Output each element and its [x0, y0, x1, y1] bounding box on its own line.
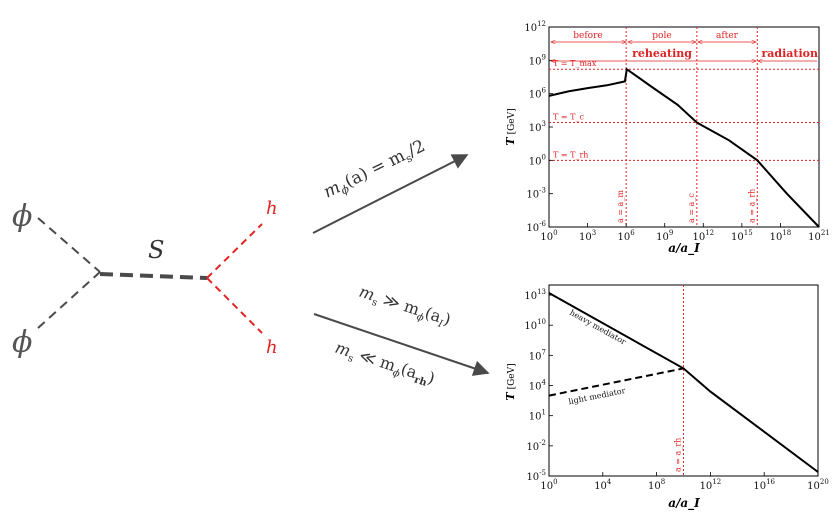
chart1-xtick-label: 1018 [770, 229, 792, 243]
phase-label-pole: pole [652, 31, 671, 41]
phi-top-label: ϕ [12, 199, 32, 234]
chart2-guides: a = a_rh [674, 285, 684, 476]
lower1-m: m [357, 282, 377, 305]
chart2-vline-label: a = a_rh [674, 438, 683, 472]
mediator-line [99, 272, 208, 280]
lower2-mid: ≪ m [352, 344, 398, 375]
chart1-hline-label: T = T_rh [553, 150, 588, 159]
phi-bottom-label: ϕ [12, 325, 32, 360]
upper-label-mid: (a) = m [342, 146, 409, 192]
chart1-ytick-label: 1012 [524, 20, 546, 34]
chart1-ylabel-unit: [GeV] [507, 108, 517, 134]
chart2-ticks: 100 104 108 1012 1016 1020 10-5 10-2 101 104 107 10… [524, 288, 828, 492]
chart1-guides: a = a_m a = a_c a = a_rh T = T_max T = T_c T … [549, 27, 819, 227]
phase-label-after: after [716, 31, 739, 41]
chart2-xtick-label: 1020 [807, 478, 829, 492]
chart1-vline-label: a = a_c [687, 193, 696, 223]
upper-arrow-line [312, 154, 469, 234]
chart1-ylabel-main: T [504, 137, 517, 146]
chart2-ylabel: T [GeV] [504, 363, 517, 400]
chart2-ytick-label: 10-5 [526, 469, 546, 483]
chart1-phase-annotations: before pole after reheating radiation [551, 31, 818, 61]
chart1-ytick-label: 103 [529, 120, 546, 134]
lower2-phi: ϕ [391, 367, 401, 380]
upper-arrow: mϕ(a) = ms/2 [312, 136, 469, 234]
phi-bottom-line [37, 271, 101, 329]
chart1-ytick-label: 10-6 [526, 220, 546, 234]
upper-label-end: /2 [405, 136, 429, 161]
lower2-a: (a [399, 359, 420, 382]
feynman-diagram: ϕ ϕ S h h [12, 198, 278, 360]
lower2-close: ) [426, 368, 438, 388]
higgs-bottom-line [206, 277, 263, 334]
chart2-xtick-label: 1012 [700, 478, 722, 492]
chart2-xtick-label: 104 [594, 478, 612, 492]
chart1-xtick-label: 109 [656, 229, 673, 243]
lower-arrow-line [313, 313, 490, 376]
chart1-ytick-label: 106 [529, 87, 547, 101]
chart1-xtick-label: 103 [579, 229, 596, 243]
higgs-top-line [206, 223, 263, 279]
upper-label-m: m [320, 177, 343, 202]
svg-text:T[GeV]: T [GeV] [504, 108, 517, 145]
chart2-xtick-label: 1016 [753, 478, 775, 492]
chart2-ytick-label: 107 [529, 348, 546, 362]
lower-arrow: ms ≫ mϕ(aI) ms ≪ mϕ(arh) [313, 282, 490, 391]
chart1-hline-label: T = T_c [553, 113, 584, 122]
lower2-m: m [333, 338, 353, 361]
chart1-hline-label: T = T_max [553, 59, 597, 68]
phase-label-before: before [573, 31, 602, 41]
chart2-xlabel: a/a_I [668, 496, 700, 511]
lower1-mid: ≫ m [376, 288, 422, 319]
lower1-phi: ϕ [415, 311, 425, 324]
lower-arrow-label-2: ms ≪ mϕ(arh) [332, 338, 438, 391]
era-label-reheating: reheating [632, 47, 692, 60]
chart1-xtick-label: 1012 [692, 229, 714, 243]
chart2-xtick-label: 108 [648, 478, 665, 492]
higgs-bottom-label: h [266, 337, 278, 358]
temperature-chart-top: a = a_m a = a_c a = a_rh T = T_max T = T_c T … [504, 20, 830, 256]
chart1-xtick-label: 100 [540, 229, 557, 243]
chart1-ytick-label: 100 [529, 153, 546, 167]
chart1-ytick-label: 10-3 [526, 187, 546, 201]
chart2-ytick-label: 101 [529, 409, 546, 423]
mediator-label: S [148, 236, 164, 264]
lower1-s: s [370, 297, 378, 309]
higgs-top-label: h [266, 198, 278, 219]
chart1-xtick-label: 106 [618, 229, 636, 243]
lower1-I: I [436, 318, 445, 330]
chart1-vline-label: a = a_m [616, 190, 625, 223]
lower2-s: s [346, 353, 354, 365]
upper-label-s-sub: s [404, 151, 415, 165]
chart1-ytick-label: 109 [529, 53, 546, 67]
temperature-chart-bottom: a = a_rh 100 104 108 1012 1016 102010-510-210… [504, 284, 829, 511]
chart2-series-light-mediator [548, 367, 684, 397]
chart2-ylabel-unit: [GeV] [507, 363, 517, 389]
chart2-ytick-label: 104 [529, 379, 547, 393]
chart2-ytick-label: 1013 [524, 288, 546, 302]
lower-arrow-label-1: ms ≫ mϕ(aI) [356, 282, 453, 332]
era-label-radiation: radiation [761, 47, 818, 60]
lower1-a: (a [423, 303, 444, 326]
chart1-xtick-label: 1015 [731, 229, 753, 243]
chart2-xtick-label: 100 [540, 478, 557, 492]
phi-top-line [37, 217, 101, 273]
chart1-xlabel: a/a_I [668, 241, 700, 256]
chart1-ylabel: T [GeV] [504, 108, 517, 145]
chart1-series [548, 67, 820, 228]
chart1-series-line [548, 67, 820, 228]
chart2-series-heavy-mediator [548, 292, 819, 473]
chart2-ytick-label: 1010 [524, 318, 546, 332]
lower1-close: ) [441, 309, 453, 329]
chart1-xtick-label: 1021 [808, 229, 830, 243]
svg-text:T[GeV]: T [GeV] [504, 363, 517, 400]
chart1-vline-label: a = a_rh [747, 189, 756, 223]
upper-arrow-label: mϕ(a) = ms/2 [320, 136, 429, 204]
chart2-series-label: heavy mediator [568, 308, 627, 347]
chart1-ticks: 100 103 106 109 1012 1015 1018 1021 10-6 10-3 100 1… [524, 20, 829, 243]
chart2-ytick-label: 10-2 [526, 439, 546, 453]
chart2-ylabel-main: T [504, 392, 517, 401]
lower2-rh: rh [413, 374, 429, 389]
